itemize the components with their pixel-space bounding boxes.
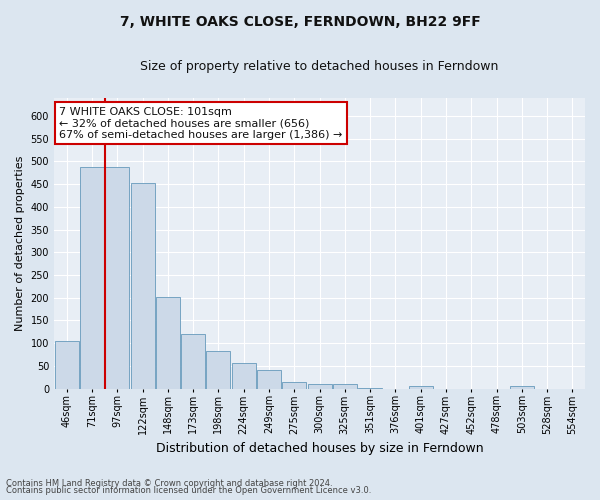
Text: Contains public sector information licensed under the Open Government Licence v3: Contains public sector information licen… <box>6 486 371 495</box>
Bar <box>510 386 534 388</box>
Y-axis label: Number of detached properties: Number of detached properties <box>15 156 25 331</box>
Bar <box>105 168 129 388</box>
Bar <box>181 334 205 388</box>
X-axis label: Distribution of detached houses by size in Ferndown: Distribution of detached houses by size … <box>156 442 484 455</box>
Text: Contains HM Land Registry data © Crown copyright and database right 2024.: Contains HM Land Registry data © Crown c… <box>6 478 332 488</box>
Bar <box>257 370 281 388</box>
Bar <box>80 168 104 388</box>
Bar <box>333 384 357 388</box>
Bar <box>409 386 433 388</box>
Text: 7, WHITE OAKS CLOSE, FERNDOWN, BH22 9FF: 7, WHITE OAKS CLOSE, FERNDOWN, BH22 9FF <box>119 15 481 29</box>
Bar <box>232 363 256 388</box>
Bar <box>55 341 79 388</box>
Bar <box>206 352 230 389</box>
Bar <box>131 183 155 388</box>
Bar <box>156 297 180 388</box>
Text: 7 WHITE OAKS CLOSE: 101sqm
← 32% of detached houses are smaller (656)
67% of sem: 7 WHITE OAKS CLOSE: 101sqm ← 32% of deta… <box>59 106 343 140</box>
Bar <box>282 382 306 388</box>
Title: Size of property relative to detached houses in Ferndown: Size of property relative to detached ho… <box>140 60 499 73</box>
Bar <box>308 384 332 388</box>
